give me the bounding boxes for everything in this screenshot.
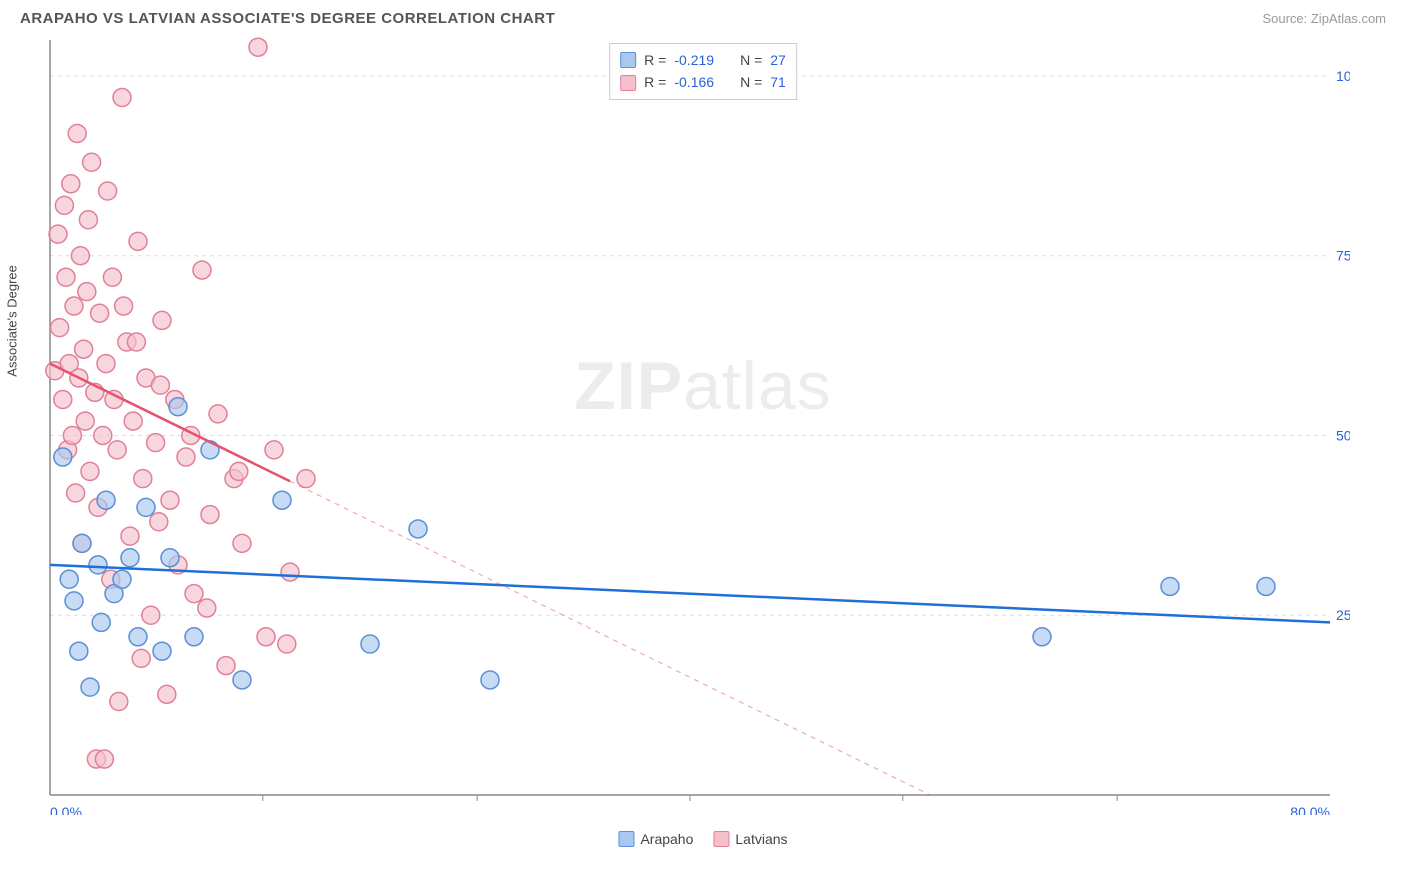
- svg-text:50.0%: 50.0%: [1336, 427, 1350, 443]
- svg-text:0.0%: 0.0%: [50, 804, 82, 815]
- stats-row-arapaho: R = -0.219 N = 27: [620, 49, 786, 71]
- chart-title: ARAPAHO VS LATVIAN ASSOCIATE'S DEGREE CO…: [20, 10, 555, 27]
- legend-item-latvians: Latvians: [713, 831, 787, 847]
- chart-source: Source: ZipAtlas.com: [1262, 11, 1386, 26]
- swatch-arapaho: [620, 52, 636, 68]
- chart-header: ARAPAHO VS LATVIAN ASSOCIATE'S DEGREE CO…: [0, 0, 1406, 35]
- svg-text:75.0%: 75.0%: [1336, 248, 1350, 264]
- svg-text:25.0%: 25.0%: [1336, 607, 1350, 623]
- y-axis-label: Associate's Degree: [5, 265, 20, 377]
- scatter-chart: 25.0% 50.0% 75.0% 100.0% 0.0% 80.0%: [20, 35, 1350, 815]
- svg-text:100.0%: 100.0%: [1336, 68, 1350, 84]
- legend-item-arapaho: Arapaho: [618, 831, 693, 847]
- chart-container: Associate's Degree R = -0.219 N = 27 R =…: [20, 35, 1386, 815]
- svg-text:80.0%: 80.0%: [1290, 804, 1330, 815]
- legend-swatch-latvians: [713, 831, 729, 847]
- legend-swatch-arapaho: [618, 831, 634, 847]
- stats-legend: R = -0.219 N = 27 R = -0.166 N = 71: [609, 43, 797, 100]
- swatch-latvians: [620, 75, 636, 91]
- stats-row-latvians: R = -0.166 N = 71: [620, 71, 786, 93]
- bottom-legend: Arapaho Latvians: [618, 831, 787, 847]
